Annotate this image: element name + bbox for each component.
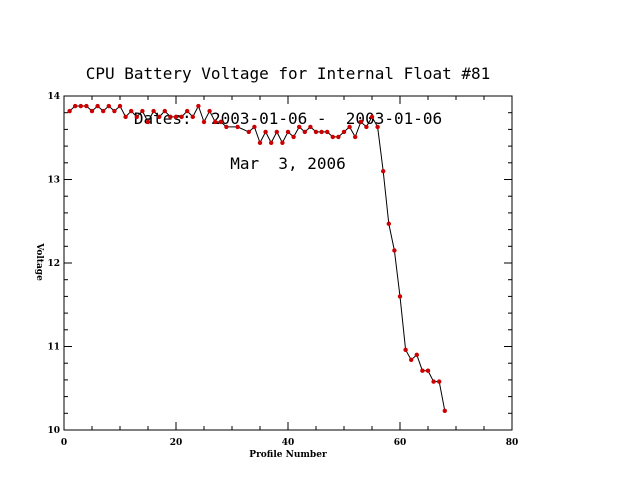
data-point: [73, 103, 78, 109]
data-point: [353, 134, 358, 140]
x-tick-label: 40: [282, 438, 295, 448]
x-tick-label: 20: [170, 438, 183, 448]
tick-labels: 0 20 40 60 80 10 11 12 13 14: [47, 92, 518, 448]
data-point: [179, 114, 184, 120]
data-point: [252, 124, 257, 130]
data-point: [397, 294, 403, 299]
voltage-points: [67, 103, 447, 413]
data-point: [325, 129, 330, 135]
axis-ticks: [63, 95, 513, 431]
chart-title: CPU Battery Voltage for Internal Float #…: [85, 64, 491, 83]
data-point: [168, 114, 173, 120]
data-point: [347, 124, 352, 130]
data-point: [95, 103, 100, 109]
data-point: [117, 103, 123, 109]
data-point: [392, 248, 397, 253]
data-point: [235, 124, 240, 130]
data-point: [280, 140, 285, 145]
data-point: [218, 119, 223, 125]
y-tick-label: 14: [47, 92, 60, 102]
data-point: [308, 124, 313, 130]
data-point: [297, 124, 302, 130]
y-tick-label: 10: [47, 426, 60, 436]
data-point: [381, 168, 386, 174]
y-axis-label: Voltage: [34, 242, 44, 281]
data-point: [112, 108, 117, 114]
data-point: [341, 129, 347, 135]
data-point: [369, 114, 375, 120]
data-point: [442, 408, 447, 413]
x-axis-label: Profile Number: [249, 450, 327, 460]
data-point: [190, 114, 195, 120]
data-point: [106, 103, 112, 109]
data-point: [425, 368, 431, 373]
data-point: [336, 134, 341, 140]
data-point: [78, 103, 84, 109]
data-point: [213, 119, 218, 125]
data-point: [364, 124, 369, 130]
x-tick-label: 60: [394, 438, 407, 448]
x-tick-label: 0: [61, 438, 67, 448]
data-point: [101, 108, 106, 114]
data-point: [319, 129, 324, 135]
voltage-series-line: [69, 104, 446, 411]
y-tick-label: 12: [47, 259, 60, 269]
plot-axes: [63, 95, 513, 431]
data-point: [291, 134, 296, 140]
data-point: [207, 108, 212, 114]
data-point: [330, 134, 335, 140]
data-point: [129, 108, 134, 114]
data-point: [89, 108, 95, 114]
data-point: [269, 140, 274, 145]
data-point: [358, 119, 363, 125]
data-point: [375, 124, 380, 130]
data-point: [151, 108, 156, 114]
data-point: [257, 140, 263, 145]
data-point: [386, 221, 391, 226]
data-point: [246, 129, 251, 135]
data-point: [134, 114, 139, 120]
data-point: [157, 114, 162, 120]
data-point: [185, 108, 190, 114]
data-point: [274, 129, 279, 135]
data-point: [302, 129, 307, 135]
data-point: [145, 119, 151, 125]
data-point: [420, 368, 425, 373]
chart-date: Mar 3, 2006: [230, 154, 346, 173]
data-point: [263, 129, 268, 135]
data-point: [140, 108, 145, 114]
data-point: [201, 119, 207, 125]
y-tick-label: 11: [47, 343, 60, 353]
data-point: [224, 124, 229, 130]
data-point: [431, 379, 436, 384]
plot-frame: [63, 95, 513, 431]
data-point: [414, 352, 419, 358]
data-point: [196, 103, 201, 109]
data-point: [162, 108, 167, 114]
data-point: [173, 114, 179, 120]
data-point: [285, 129, 291, 135]
data-point: [84, 103, 89, 109]
data-point: [409, 357, 414, 363]
data-point: [437, 379, 442, 384]
data-point: [403, 347, 408, 353]
x-tick-label: 80: [506, 438, 519, 448]
data-point: [313, 129, 319, 135]
data-point: [123, 114, 128, 120]
data-point: [67, 108, 72, 114]
y-tick-label: 13: [47, 176, 60, 186]
